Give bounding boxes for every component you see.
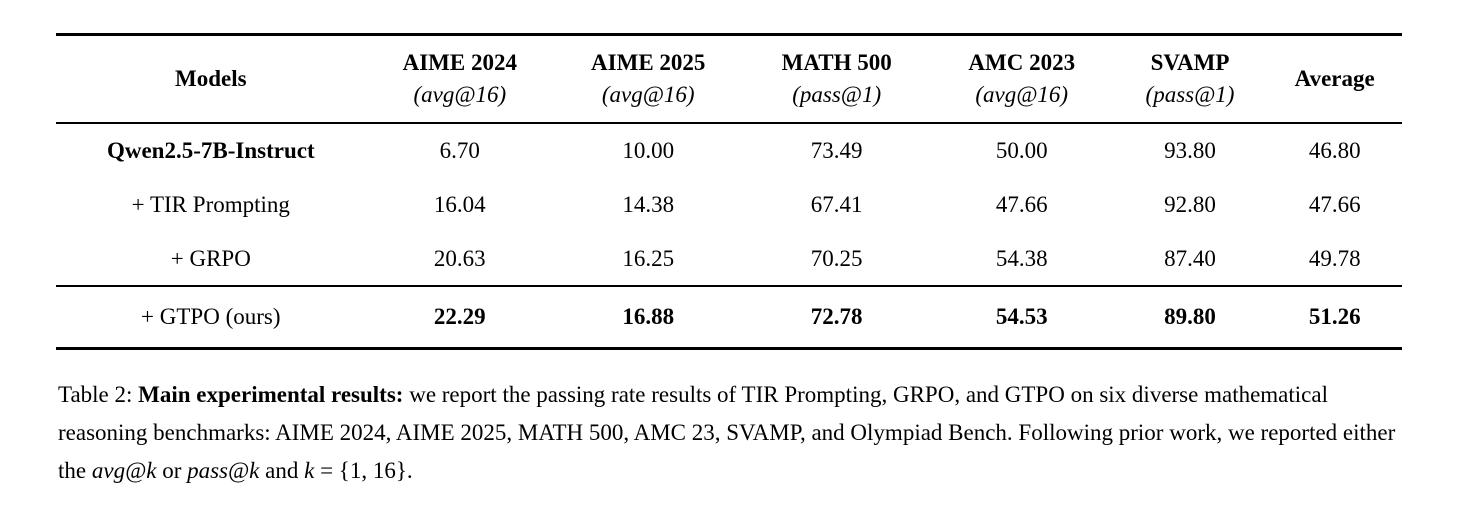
header-row: Models AIME 2024 (avg@16) AIME 2025 (avg… [56, 34, 1402, 124]
col-header-name: AIME 2025 [591, 50, 706, 75]
col-header-aime-2024: AIME 2024 (avg@16) [365, 34, 555, 124]
value-cell: 67.41 [810, 191, 863, 217]
caption-body: we report the passing rate results of TI… [58, 382, 1396, 483]
col-header-models: Models [56, 34, 366, 124]
model-cell: + GTPO (ours) [56, 285, 366, 349]
col-header-name: AMC 2023 [968, 50, 1076, 75]
value-cell: 87.40 [1164, 245, 1216, 271]
col-header-math-500: MATH 500 (pass@1) [742, 34, 931, 124]
caption-or: or [162, 457, 182, 483]
value-cell: 72.78 [742, 285, 931, 349]
table-row-grpo: + GRPO 20.63 16.25 70.25 54.38 87.40 49.… [56, 232, 1402, 287]
model-cell: + TIR Prompting [131, 191, 290, 217]
table-caption: Table 2: Main experimental results: we r… [58, 376, 1400, 489]
value-cell: 14.38 [622, 191, 675, 217]
value-cell: 16.88 [554, 285, 743, 349]
col-header-metric: (pass@1) [792, 81, 882, 107]
table-header: Models AIME 2024 (avg@16) AIME 2025 (avg… [56, 34, 1402, 124]
value-cell: 46.80 [1308, 137, 1361, 163]
caption-k-variable: k [304, 457, 315, 483]
paper-table-figure: Models AIME 2024 (avg@16) AIME 2025 (avg… [56, 33, 1402, 489]
caption-pass-at-k: pass@k [187, 457, 260, 483]
value-cell: 54.53 [930, 285, 1113, 349]
col-header-metric: (pass@1) [1145, 81, 1235, 107]
col-header-name: MATH 500 [781, 50, 892, 75]
col-header-average: Average [1267, 34, 1402, 124]
col-header-metric: (avg@16) [975, 81, 1069, 107]
value-cell: 73.49 [810, 137, 863, 163]
caption-avg-at-k: avg@k [91, 457, 157, 483]
value-cell: 16.25 [622, 245, 675, 271]
model-cell: + GRPO [170, 245, 251, 271]
value-cell: 20.63 [433, 245, 486, 271]
caption-k-values: = {1, 16}. [320, 457, 413, 483]
col-header-metric: (avg@16) [413, 81, 507, 107]
value-cell: 10.00 [622, 137, 675, 163]
value-cell: 93.80 [1164, 137, 1216, 163]
table-body: Qwen2.5-7B-Instruct 6.70 10.00 73.49 50.… [56, 123, 1402, 349]
col-header-amc-2023: AMC 2023 (avg@16) [930, 34, 1113, 124]
table-row-tir-prompting: + TIR Prompting 16.04 14.38 67.41 47.66 … [56, 178, 1402, 232]
value-cell: 70.25 [810, 245, 863, 271]
value-cell: 92.80 [1164, 191, 1216, 217]
col-header-aime-2025: AIME 2025 (avg@16) [554, 34, 743, 124]
value-cell: 47.66 [995, 191, 1048, 217]
table-row-qwen25-7b-instruct: Qwen2.5-7B-Instruct 6.70 10.00 73.49 50.… [56, 123, 1402, 178]
col-header-name: SVAMP [1150, 50, 1230, 75]
value-cell: 50.00 [995, 137, 1048, 163]
col-header-svamp: SVAMP (pass@1) [1112, 34, 1268, 124]
value-cell: 89.80 [1112, 285, 1268, 349]
results-table: Models AIME 2024 (avg@16) AIME 2025 (avg… [56, 33, 1402, 351]
col-header-name: AIME 2024 [402, 50, 517, 75]
caption-label: Table 2: [58, 382, 133, 408]
value-cell: 22.29 [365, 285, 555, 349]
model-cell: Qwen2.5-7B-Instruct [106, 137, 315, 163]
value-cell: 49.78 [1308, 245, 1361, 271]
value-cell: 47.66 [1308, 191, 1361, 217]
col-header-metric: (avg@16) [601, 81, 695, 107]
caption-and: and [265, 457, 299, 483]
value-cell: 16.04 [433, 191, 486, 217]
value-cell: 54.38 [995, 245, 1048, 271]
table-row-gtpo-ours: + GTPO (ours) 22.29 16.88 72.78 54.53 89… [56, 285, 1402, 349]
value-cell: 51.26 [1267, 285, 1402, 349]
value-cell: 6.70 [439, 137, 480, 163]
caption-bold-lead: Main experimental results: [138, 382, 404, 408]
